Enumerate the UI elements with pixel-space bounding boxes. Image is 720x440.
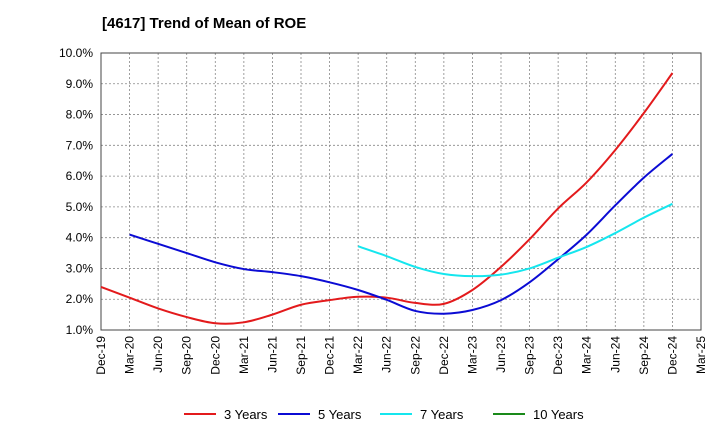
x-tick-label: Jun-20	[151, 336, 165, 373]
plot-border	[100, 52, 702, 331]
y-tick-label: 7.0%	[66, 138, 94, 152]
y-tick-labels: 1.0% 2.0% 3.0% 4.0% 5.0% 6.0% 7.0% 8.0% 9.0% 10.0…	[59, 46, 93, 337]
series-line-3-years	[100, 72, 674, 325]
chart-title: [4617] Trend of Mean of ROE	[102, 15, 307, 32]
y-tick-label: 5.0%	[66, 200, 94, 214]
x-tick-label: Sep-20	[180, 336, 194, 375]
x-tick-label: Dec-21	[323, 336, 337, 375]
x-tick-label: Sep-23	[523, 336, 537, 375]
x-tick-label: Sep-21	[294, 336, 308, 375]
x-tick-label: Jun-21	[265, 336, 279, 373]
x-tick-label: Mar-22	[351, 336, 365, 374]
x-tick-label: Jun-23	[494, 336, 508, 373]
x-tick-label: Dec-19	[94, 336, 108, 375]
x-tick-label: Dec-24	[665, 336, 679, 375]
x-tick-label: Mar-24	[580, 336, 594, 374]
legend-label-7-years: 7 Years	[420, 407, 464, 422]
legend-label-10-years: 10 Years	[533, 407, 584, 422]
x-tick-label: Mar-20	[123, 336, 137, 374]
x-tick-label: Sep-22	[408, 336, 422, 375]
legend-label-3-years: 3 Years	[224, 407, 268, 422]
y-tick-label: 6.0%	[66, 169, 94, 183]
x-tick-label: Jun-24	[608, 336, 622, 373]
x-tick-label: Jun-22	[380, 336, 394, 373]
legend-label-5-years: 5 Years	[318, 407, 362, 422]
x-tick-label: Dec-20	[208, 336, 222, 375]
x-tick-label: Mar-23	[465, 336, 479, 374]
y-tick-label: 10.0%	[59, 46, 93, 60]
y-tick-label: 9.0%	[66, 77, 94, 91]
grid-layer	[101, 53, 701, 330]
x-tick-labels: Dec-19 Mar-20 Jun-20 Sep-20 Dec-20 Mar-21 Jun-…	[94, 336, 708, 375]
series-line-7-years	[357, 202, 673, 278]
y-tick-label: 1.0%	[66, 323, 94, 337]
series-layer	[100, 72, 674, 325]
x-tick-label: Dec-23	[551, 336, 565, 375]
x-tick-label: Dec-22	[437, 336, 451, 375]
x-tick-label: Sep-24	[637, 336, 651, 375]
x-tick-label: Mar-21	[237, 336, 251, 374]
x-tick-label: Mar-25	[694, 336, 708, 374]
plot-area	[101, 53, 701, 330]
y-tick-label: 3.0%	[66, 261, 94, 275]
series-line-5-years	[129, 153, 674, 315]
y-tick-label: 2.0%	[66, 292, 94, 306]
y-tick-label: 4.0%	[66, 231, 94, 245]
y-tick-label: 8.0%	[66, 108, 94, 122]
legend: 3 Years 5 Years 7 Years 10 Years	[184, 407, 584, 422]
